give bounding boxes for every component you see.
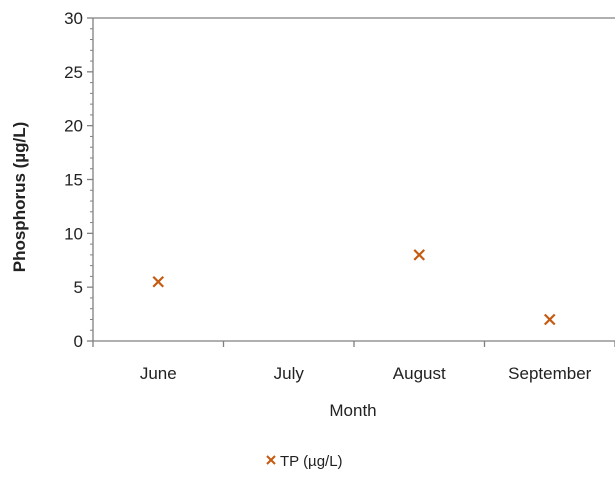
- legend-marker-stroke: [266, 455, 276, 465]
- y-tick-label: 25: [64, 63, 83, 82]
- legend: TP (µg/L): [266, 453, 343, 470]
- data-point-stroke: [413, 249, 426, 261]
- y-tick-label: 5: [74, 278, 83, 297]
- y-tick-label: 10: [64, 224, 83, 243]
- legend-x-marker-icon: [266, 455, 276, 465]
- data-point-stroke: [152, 276, 165, 288]
- data-point: [543, 313, 556, 326]
- data-point: [152, 276, 165, 288]
- data-points: [152, 249, 556, 326]
- x-tick-label: July: [274, 364, 305, 383]
- data-point: [413, 249, 426, 261]
- y-tick-label: 30: [64, 9, 83, 28]
- x-tick-label: June: [140, 364, 177, 383]
- x-tick-label: September: [508, 364, 591, 383]
- axes: 0 5 10 15 20 25 30 June July August September: [64, 9, 615, 383]
- x-tick-label: August: [393, 364, 446, 383]
- data-point-stroke: [543, 313, 556, 326]
- y-axis-title: Phosphorus (µg/L): [10, 122, 29, 273]
- y-tick-label: 15: [64, 171, 83, 190]
- x-axis-title: Month: [329, 401, 376, 420]
- y-tick-label: 20: [64, 117, 83, 136]
- y-tick-label: 0: [74, 332, 83, 351]
- legend-label: TP (µg/L): [280, 453, 343, 470]
